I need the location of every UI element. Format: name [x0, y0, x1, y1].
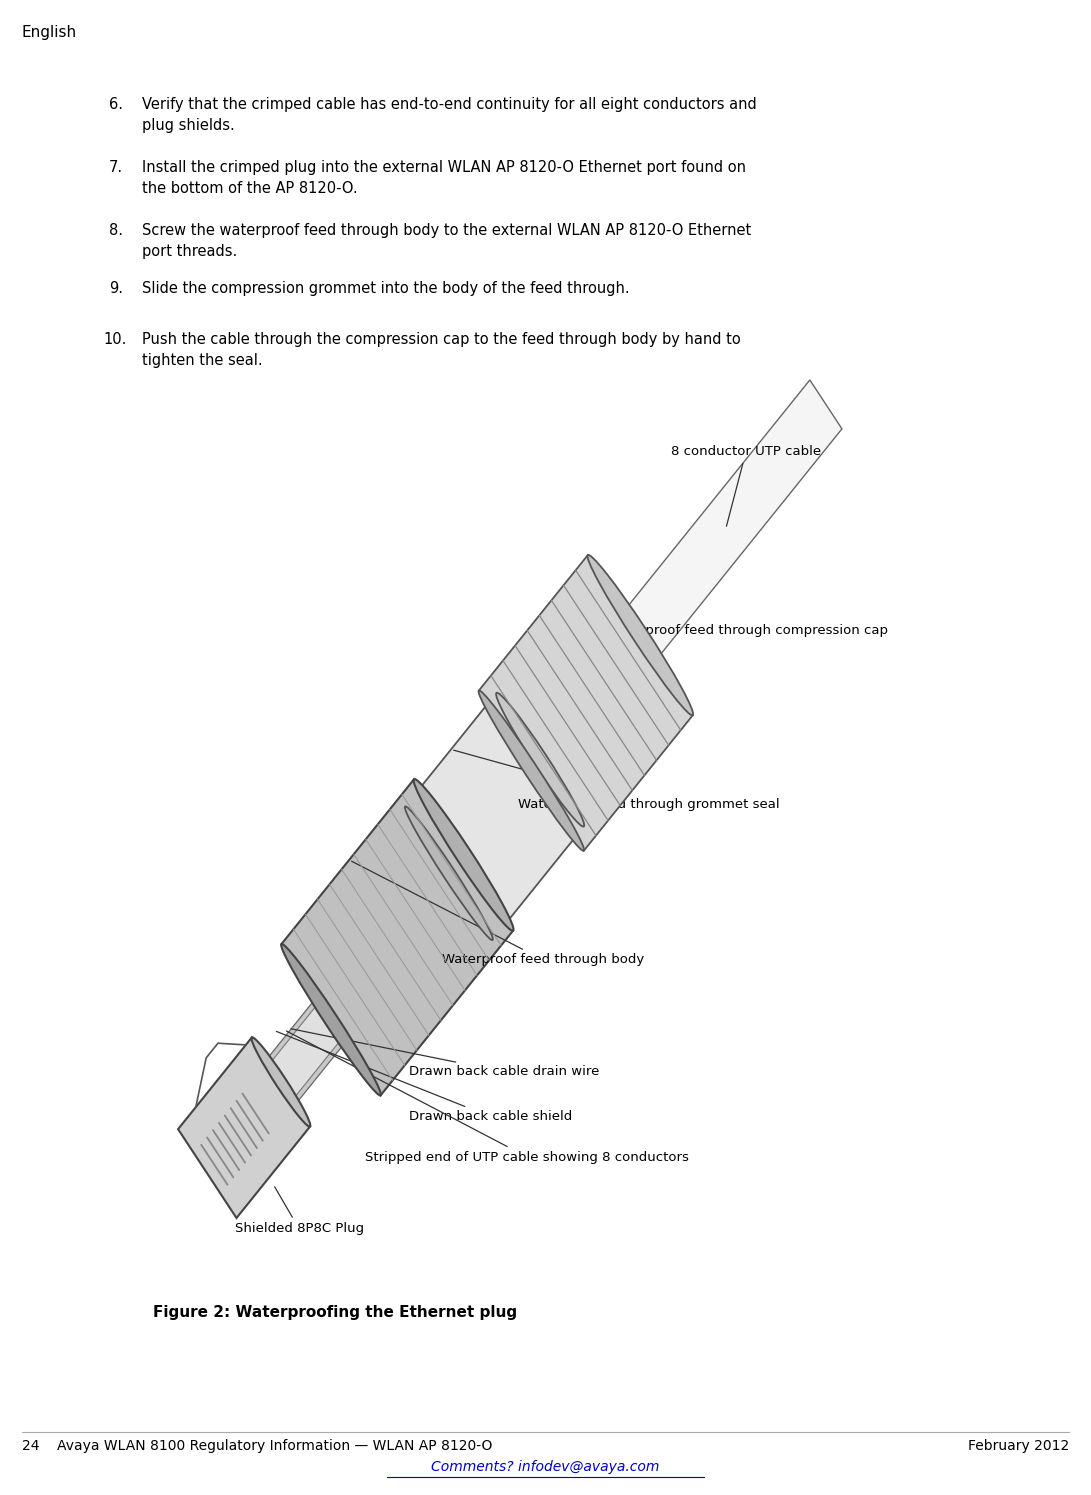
Text: Screw the waterproof feed through body to the external WLAN AP 8120-O Ethernet
p: Screw the waterproof feed through body t… [142, 223, 751, 259]
Text: 8.: 8. [109, 223, 123, 238]
Text: 24    Avaya WLAN 8100 Regulatory Information — WLAN AP 8120-O: 24 Avaya WLAN 8100 Regulatory Informatio… [22, 1440, 492, 1453]
Text: Install the crimped plug into the external WLAN AP 8120-O Ethernet port found on: Install the crimped plug into the extern… [142, 160, 746, 196]
Ellipse shape [587, 555, 693, 716]
Text: Stripped end of UTP cable showing 8 conductors: Stripped end of UTP cable showing 8 cond… [287, 1032, 690, 1163]
Ellipse shape [252, 1038, 310, 1127]
Text: Comments? infodev@avaya.com: Comments? infodev@avaya.com [431, 1461, 660, 1474]
Text: Waterproof feed through grommet seal: Waterproof feed through grommet seal [454, 750, 780, 810]
Text: Shielded 8P8C Plug: Shielded 8P8C Plug [235, 1187, 363, 1235]
Ellipse shape [405, 806, 493, 940]
Ellipse shape [281, 943, 381, 1096]
Text: 10.: 10. [104, 332, 127, 347]
Polygon shape [178, 1038, 310, 1218]
Text: 8 conductor UTP cable: 8 conductor UTP cable [671, 446, 822, 526]
Polygon shape [256, 997, 347, 1115]
Polygon shape [405, 694, 584, 940]
Ellipse shape [413, 779, 514, 931]
Ellipse shape [479, 691, 584, 851]
Text: Slide the compression grommet into the body of the feed through.: Slide the compression grommet into the b… [142, 281, 630, 296]
Polygon shape [249, 994, 349, 1126]
Text: Figure 2: Waterproofing the Ethernet plug: Figure 2: Waterproofing the Ethernet plu… [153, 1305, 517, 1320]
Text: Drawn back cable shield: Drawn back cable shield [276, 1032, 573, 1123]
Text: Drawn back cable drain wire: Drawn back cable drain wire [291, 1029, 599, 1078]
Text: 9.: 9. [109, 281, 123, 296]
Text: Waterproof feed through compression cap: Waterproof feed through compression cap [531, 625, 887, 637]
Polygon shape [281, 779, 513, 1096]
Text: 6.: 6. [109, 97, 123, 112]
Text: February 2012: February 2012 [968, 1440, 1069, 1453]
Polygon shape [615, 380, 842, 671]
Text: 7.: 7. [109, 160, 123, 175]
Polygon shape [245, 987, 355, 1130]
Text: Waterproof feed through body: Waterproof feed through body [351, 861, 644, 966]
Text: Push the cable through the compression cap to the feed through body by hand to
t: Push the cable through the compression c… [142, 332, 741, 368]
Text: Verify that the crimped cable has end-to-end continuity for all eight conductors: Verify that the crimped cable has end-to… [142, 97, 756, 133]
Ellipse shape [496, 692, 584, 827]
Text: English: English [22, 25, 77, 40]
Polygon shape [479, 555, 693, 851]
